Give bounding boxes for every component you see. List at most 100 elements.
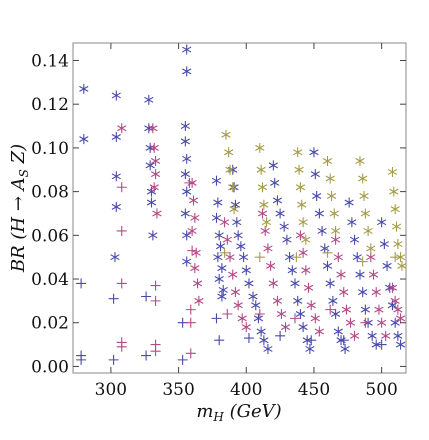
- asterisk-point: [390, 295, 400, 306]
- plus-point: [338, 335, 349, 346]
- x-tick-label: 500: [365, 380, 397, 400]
- plus-point: [219, 247, 230, 258]
- asterisk-point: [301, 265, 311, 276]
- y-tick-label: 0.06: [31, 226, 69, 246]
- asterisk-point: [322, 260, 333, 271]
- plus-point: [275, 330, 286, 341]
- plus-point: [76, 278, 87, 289]
- asterisk-point: [330, 225, 341, 236]
- asterisk-point: [190, 263, 200, 274]
- asterisk-point: [222, 234, 232, 245]
- series-5: [219, 247, 401, 267]
- asterisk-point: [111, 90, 121, 101]
- asterisk-point: [221, 129, 231, 140]
- axis-ticks: 300 350 400 450 500 0.00 0.02 0.04 0.06 0.08 0.10 0…: [31, 43, 406, 400]
- plus-point: [141, 291, 152, 302]
- asterisk-point: [309, 147, 319, 158]
- plus-point: [185, 317, 196, 328]
- asterisk-point: [359, 190, 369, 201]
- asterisk-point: [224, 147, 234, 158]
- asterisk-point: [381, 330, 391, 341]
- asterisk-point: [232, 217, 242, 228]
- y-tick-label: 0.14: [31, 51, 69, 71]
- asterisk-point: [374, 304, 384, 315]
- asterisk-point: [268, 160, 278, 171]
- plus-point: [116, 341, 127, 352]
- asterisk-point: [180, 169, 190, 180]
- asterisk-point: [279, 221, 289, 232]
- asterisk-point: [280, 322, 291, 333]
- asterisk-point: [298, 217, 308, 228]
- series-2: [221, 129, 407, 271]
- asterisk-point: [295, 230, 306, 241]
- asterisk-point: [387, 166, 398, 177]
- asterisk-point: [270, 177, 280, 188]
- asterisk-point: [145, 160, 155, 171]
- plus-point: [108, 354, 119, 365]
- plus-point: [187, 245, 198, 256]
- asterisk-point: [272, 295, 283, 306]
- asterisk-point: [241, 265, 251, 276]
- asterisk-point: [244, 278, 254, 289]
- asterisk-point: [182, 66, 192, 77]
- asterisk-point: [194, 295, 204, 306]
- asterisk-point: [150, 156, 161, 167]
- asterisk-point: [180, 208, 190, 219]
- asterisk-point: [326, 190, 337, 201]
- x-axis-label-sub: H: [212, 410, 224, 424]
- asterisk-point: [317, 225, 327, 236]
- asterisk-point: [248, 291, 258, 302]
- asterisk-point: [188, 195, 199, 206]
- asterisk-point: [236, 241, 246, 252]
- plus-point: [141, 350, 152, 361]
- asterisk-point: [79, 134, 89, 145]
- asterisk-point: [336, 269, 346, 280]
- asterisk-point: [259, 335, 269, 346]
- asterisk-point: [225, 164, 235, 175]
- asterisk-point: [148, 123, 158, 134]
- asterisk-point: [214, 230, 224, 241]
- asterisk-point: [263, 243, 273, 254]
- plus-point: [254, 308, 265, 319]
- asterisk-point: [180, 121, 190, 132]
- asterisk-point: [382, 260, 392, 271]
- asterisk-point: [215, 241, 226, 252]
- y-axis-label-rest: Z): [8, 144, 29, 169]
- asterisk-point: [275, 208, 285, 219]
- asterisk-point: [257, 208, 268, 219]
- y-tick-label: 0.02: [31, 314, 69, 334]
- asterisk-point: [211, 175, 222, 186]
- asterisk-point: [228, 182, 238, 193]
- asterisk-point: [149, 182, 159, 193]
- plus-point: [76, 354, 87, 365]
- asterisk-point: [229, 204, 239, 215]
- y-axis-label-sub: S: [17, 169, 31, 177]
- asterisk-point: [377, 317, 387, 328]
- x-axis-label: mH (GeV): [196, 401, 281, 424]
- asterisk-point: [272, 195, 283, 206]
- asterisk-point: [259, 199, 269, 210]
- asterisk-point: [333, 252, 343, 263]
- asterisk-point: [345, 317, 356, 328]
- asterisk-point: [355, 269, 365, 280]
- asterisk-point: [256, 164, 266, 175]
- asterisk-point: [152, 208, 162, 219]
- asterisk-point: [314, 208, 324, 219]
- asterisk-point: [218, 284, 228, 295]
- asterisk-point: [182, 230, 192, 241]
- asterisk-point: [349, 330, 360, 341]
- plus-point: [291, 252, 302, 263]
- asterisk-point: [322, 156, 333, 167]
- asterisk-point: [395, 313, 406, 324]
- asterisk-point: [329, 208, 339, 219]
- asterisk-point: [294, 164, 304, 175]
- series-1: [117, 123, 406, 341]
- asterisk-point: [190, 212, 200, 223]
- asterisk-point: [213, 252, 223, 263]
- asterisk-point: [211, 212, 222, 223]
- plus-point: [108, 293, 119, 304]
- asterisk-point: [349, 234, 360, 245]
- plus-point: [116, 225, 127, 236]
- asterisk-point: [233, 300, 243, 311]
